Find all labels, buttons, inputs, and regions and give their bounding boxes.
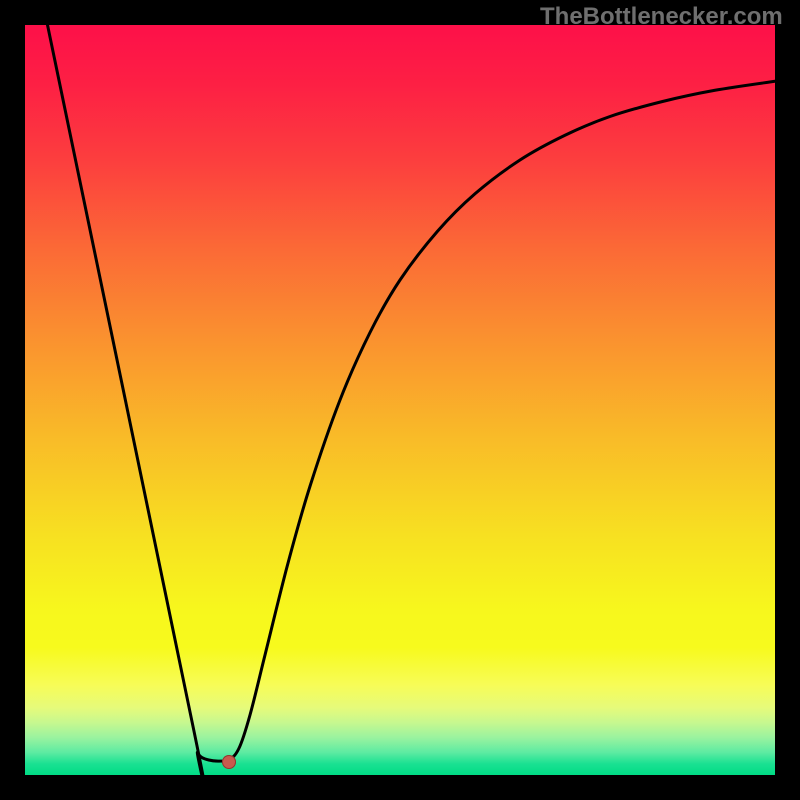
- watermark-text: TheBottlenecker.com: [540, 3, 783, 31]
- chart-plot-area: [25, 25, 775, 775]
- optimum-marker: [222, 755, 236, 769]
- bottleneck-curve: [25, 25, 775, 775]
